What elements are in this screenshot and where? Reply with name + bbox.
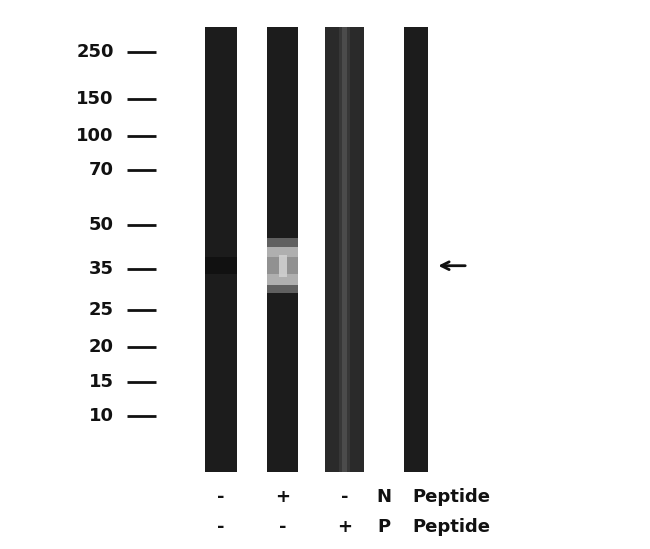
- Text: 150: 150: [76, 90, 114, 108]
- Text: 10: 10: [89, 407, 114, 424]
- Text: P: P: [377, 518, 390, 536]
- Bar: [267, 27, 298, 472]
- Bar: [325, 27, 364, 472]
- Text: Peptide: Peptide: [413, 518, 491, 536]
- Text: 20: 20: [89, 338, 114, 356]
- Text: +: +: [337, 518, 352, 536]
- Bar: [265, 247, 300, 285]
- Text: -: -: [279, 518, 287, 536]
- Text: 25: 25: [89, 301, 114, 319]
- Bar: [404, 27, 428, 472]
- Text: Peptide: Peptide: [413, 488, 491, 506]
- Text: 100: 100: [76, 127, 114, 145]
- Text: 50: 50: [89, 216, 114, 234]
- Text: 250: 250: [76, 43, 114, 61]
- Text: -: -: [217, 518, 225, 536]
- Bar: [339, 27, 350, 472]
- Bar: [267, 257, 298, 274]
- Text: 15: 15: [89, 373, 114, 390]
- Bar: [257, 238, 309, 293]
- Text: N: N: [376, 488, 391, 506]
- Text: -: -: [217, 488, 225, 506]
- Text: 70: 70: [89, 161, 114, 179]
- Text: 35: 35: [89, 260, 114, 278]
- Bar: [279, 255, 287, 277]
- Text: -: -: [341, 488, 348, 506]
- Bar: [205, 27, 237, 472]
- Text: +: +: [275, 488, 291, 506]
- Bar: [342, 27, 347, 472]
- Bar: [205, 257, 237, 274]
